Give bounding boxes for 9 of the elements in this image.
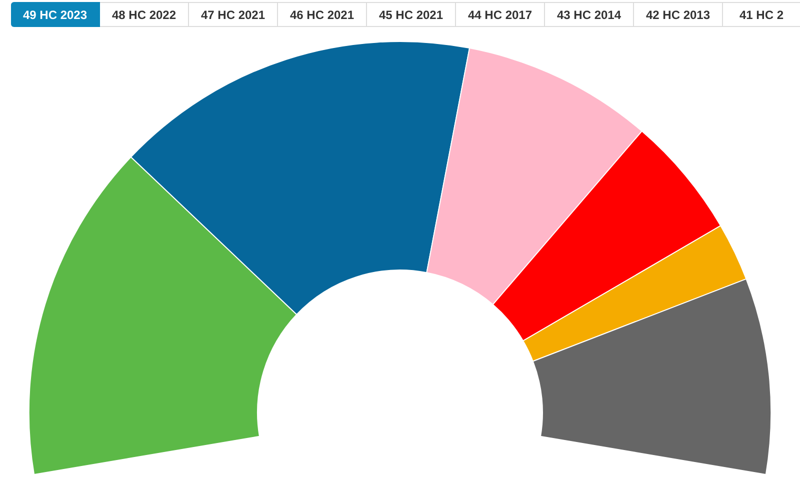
tab[interactable]: 45 HC 2021 [367,2,456,27]
tab[interactable]: 48 HC 2022 [100,2,189,27]
tab[interactable]: 49 HC 2023 [11,2,100,27]
tab[interactable]: 41 HC 2 [723,2,800,27]
tab[interactable]: 42 HC 2013 [634,2,723,27]
tab[interactable]: 43 HC 2014 [545,2,634,27]
tab[interactable]: 46 HC 2021 [278,2,367,27]
tab[interactable]: 47 HC 2021 [189,2,278,27]
tab[interactable]: 44 HC 2017 [456,2,545,27]
